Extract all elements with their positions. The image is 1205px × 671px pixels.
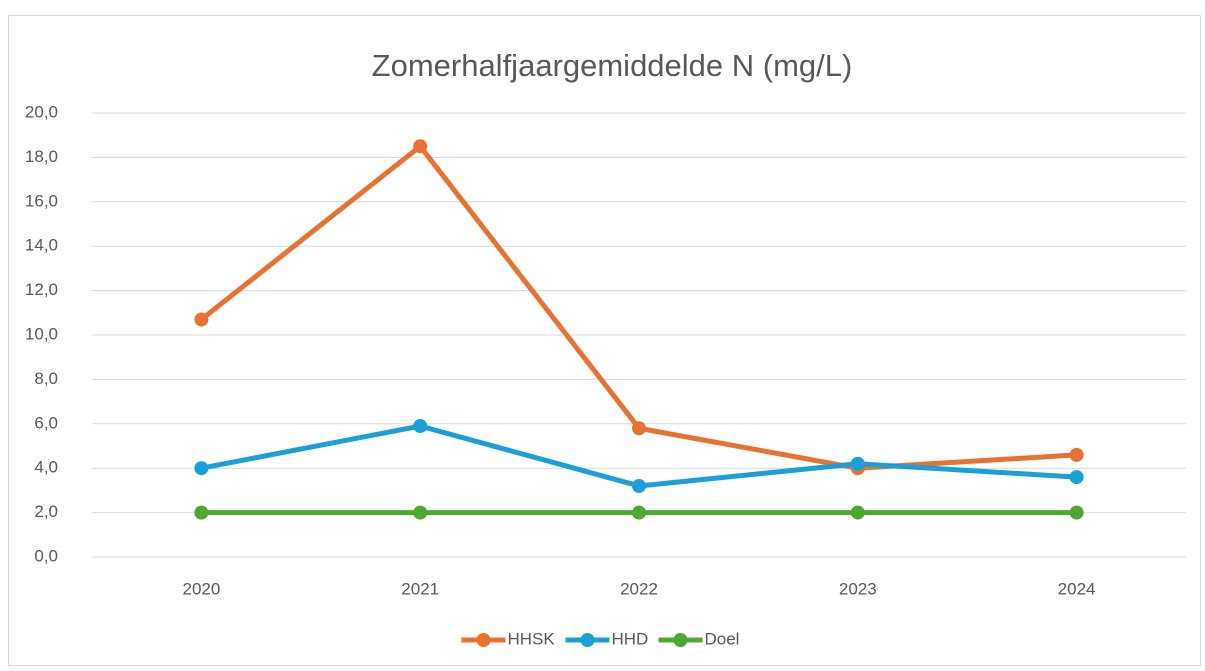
y-tick-label: 14,0	[25, 236, 58, 255]
legend-marker	[580, 633, 595, 647]
legend-label: Doel	[705, 629, 740, 648]
point	[1069, 447, 1084, 462]
x-tick-label: 2022	[620, 579, 658, 598]
point	[1069, 470, 1084, 485]
point	[1069, 505, 1084, 520]
point	[413, 505, 428, 520]
legend-label: HHD	[612, 629, 649, 648]
point	[632, 421, 646, 436]
x-tick-label: 2024	[1058, 579, 1096, 598]
x-tick-label: 2020	[182, 579, 220, 598]
y-tick-label: 2,0	[34, 502, 58, 521]
point	[194, 461, 209, 476]
y-tick-label: 6,0	[34, 413, 58, 432]
point	[850, 505, 865, 520]
y-tick-label: 18,0	[25, 147, 58, 166]
chart-title: Zomerhalfjaargemiddelde N (mg/L)	[372, 48, 853, 83]
y-tick-label: 4,0	[34, 458, 58, 477]
legend-marker	[673, 633, 688, 647]
point	[632, 478, 646, 493]
legend-marker	[476, 633, 491, 647]
point	[850, 456, 865, 471]
legend-label: HHSK	[508, 629, 556, 648]
x-tick-label: 2023	[839, 579, 877, 598]
y-tick-label: 0,0	[34, 546, 58, 565]
x-tick-label: 2021	[401, 579, 439, 598]
y-tick-label: 12,0	[25, 280, 58, 299]
y-tick-label: 16,0	[25, 191, 58, 210]
y-tick-label: 20,0	[25, 102, 58, 121]
point	[632, 505, 646, 520]
point	[413, 419, 428, 434]
y-tick-label: 10,0	[25, 324, 58, 343]
point	[413, 139, 428, 154]
point	[194, 312, 209, 327]
point	[194, 505, 209, 520]
y-tick-label: 8,0	[34, 369, 58, 388]
